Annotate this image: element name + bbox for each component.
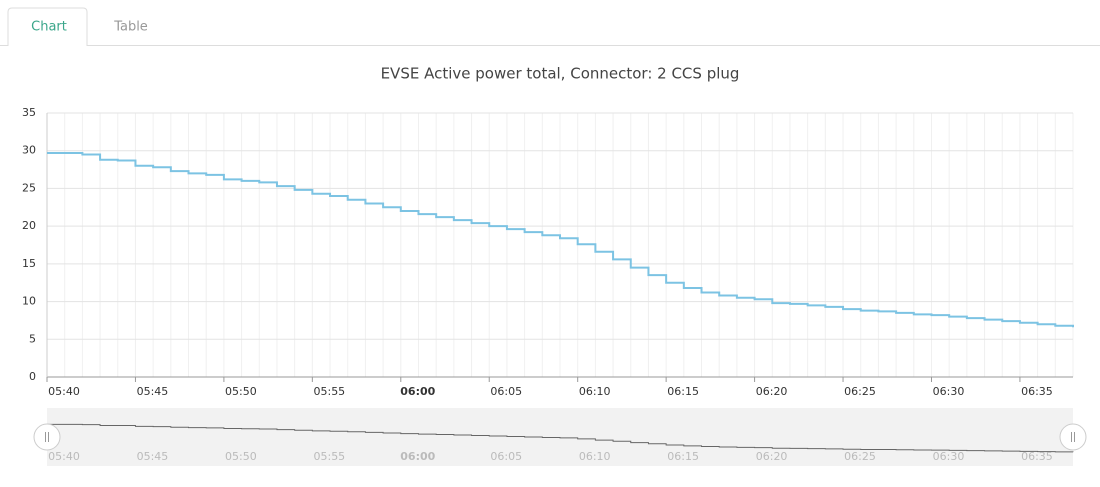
x-tick-label: 06:00 [400,385,435,398]
y-tick-label: 30 [22,144,36,157]
y-tick-label: 15 [22,257,36,270]
y-tick-label: 25 [22,181,36,194]
x-tick-label: 06:20 [756,385,788,398]
y-tick-label: 10 [22,295,36,308]
navigator-tick-label: 06:10 [579,450,611,463]
navigator-handle[interactable] [33,423,61,451]
navigator-line [47,423,1074,453]
navigator-tick-label: 06:05 [490,450,522,463]
navigator-tick-label: 06:15 [667,450,699,463]
x-tick-label: 05:40 [48,385,80,398]
x-tick-label: 05:50 [225,385,257,398]
x-tick-label: 06:35 [1021,385,1053,398]
tab-table[interactable]: Table [113,20,148,35]
data-line [47,151,1074,328]
y-tick-label: 0 [29,370,36,383]
y-tick-label: 5 [29,332,36,345]
navigator-tick-label: 06:20 [756,450,788,463]
navigator-tick-label: 05:55 [313,450,345,463]
navigator-tick-label: 06:25 [844,450,876,463]
navigator-handle[interactable] [1059,423,1087,451]
navigator: 05:40 05:45 05:50 05:55 06:00 06:05 06:10 06:15… [47,423,1074,463]
x-tick-label: 06:30 [933,385,965,398]
chart-title: EVSE Active power total, Connector: 2 CC… [381,65,740,83]
y-tick-label: 20 [22,219,36,232]
navigator-tick-label: 05:50 [225,450,257,463]
navigator-tick-label: 05:40 [48,450,80,463]
tab-chart[interactable]: Chart [31,20,67,35]
x-tick-label: 06:10 [579,385,611,398]
handle-grip [1071,432,1075,442]
x-tick-label: 06:25 [844,385,876,398]
x-tick-label: 05:45 [137,385,169,398]
x-tick-label: 05:55 [313,385,345,398]
handle-grip [45,432,49,442]
navigator-tick-label: 05:45 [137,450,169,463]
y-tick-label: 35 [22,106,36,119]
navigator-tick-label: 06:35 [1021,450,1053,463]
active-tab[interactable] [7,7,88,46]
x-tick-label: 06:15 [667,385,699,398]
navigator-tick-label: 06:30 [933,450,965,463]
x-tick-label: 06:05 [490,385,522,398]
navigator-tick-label: 06:00 [400,450,435,463]
